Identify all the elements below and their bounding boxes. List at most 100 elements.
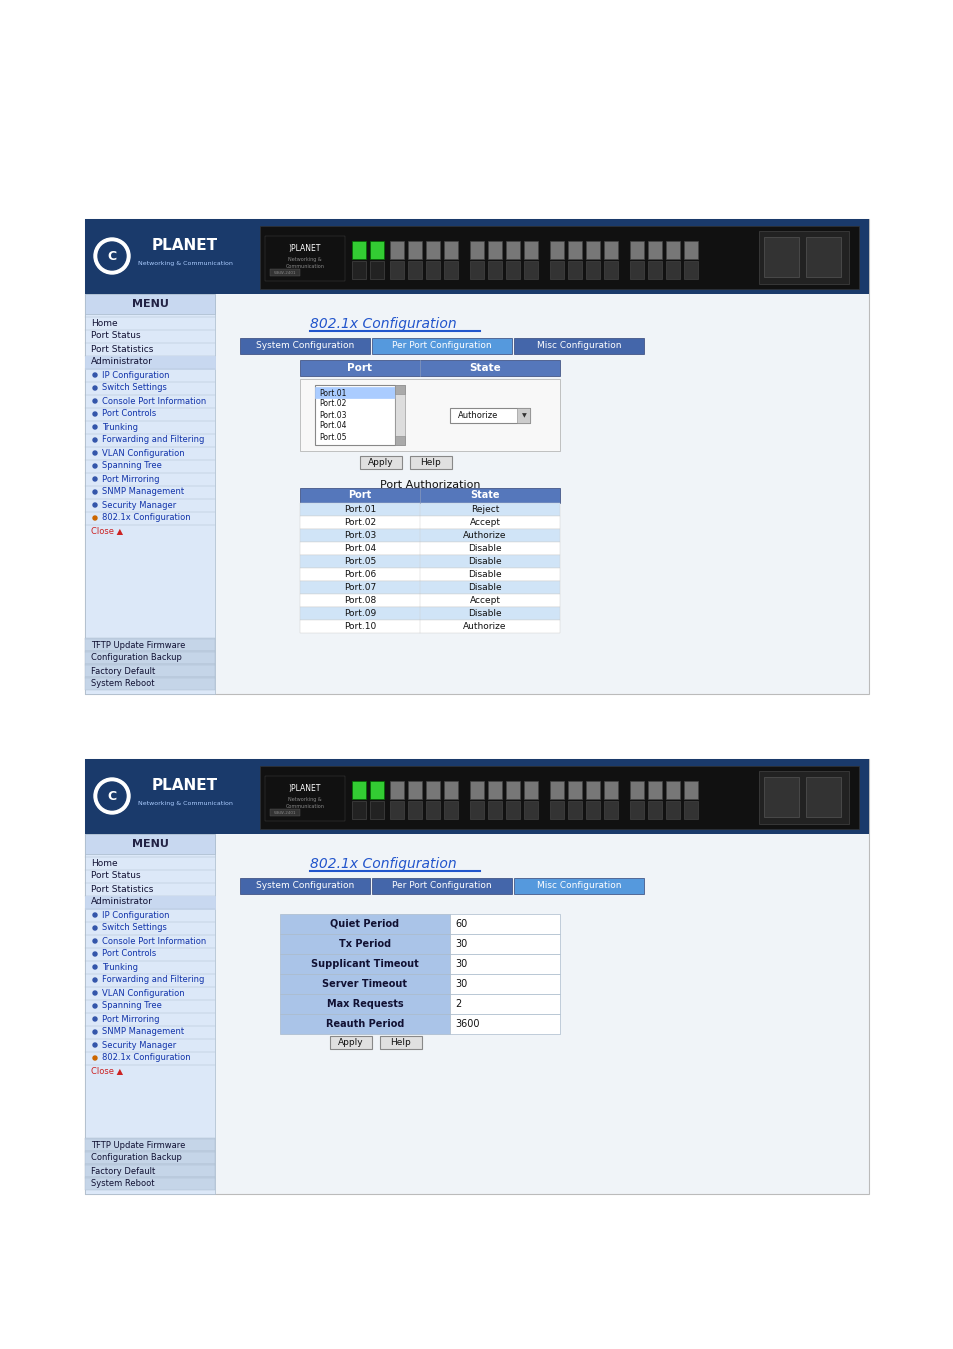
Bar	[550, 781, 563, 799]
Text: IP Configuration: IP Configuration	[102, 371, 170, 379]
Text: Port Mirroring: Port Mirroring	[102, 475, 159, 483]
Text: 802.1x Configuration: 802.1x Configuration	[102, 514, 191, 522]
Text: VLAN Configuration: VLAN Configuration	[102, 448, 185, 457]
Circle shape	[94, 237, 130, 274]
Text: Apply: Apply	[368, 459, 394, 467]
Bar	[85, 1164, 214, 1176]
Text: Reauth Period: Reauth Period	[326, 1018, 404, 1029]
Bar	[85, 1151, 214, 1164]
Text: 802.1x Configuration: 802.1x Configuration	[310, 857, 456, 871]
Text: PLANET: PLANET	[152, 239, 218, 254]
Text: Port.05: Port.05	[343, 557, 375, 567]
Text: TFTP Update Firmware: TFTP Update Firmware	[91, 1140, 185, 1149]
Bar	[395, 436, 405, 445]
Circle shape	[92, 913, 97, 917]
Text: Accept: Accept	[469, 518, 500, 527]
Text: Close ▲: Close ▲	[91, 1067, 123, 1075]
Bar	[603, 241, 618, 259]
Bar	[683, 241, 698, 259]
Bar	[585, 801, 599, 819]
Bar	[443, 241, 457, 259]
Bar	[805, 777, 841, 817]
Text: Port.05: Port.05	[318, 433, 346, 441]
Bar	[390, 241, 403, 259]
Bar	[270, 809, 299, 816]
Text: Administrator: Administrator	[91, 897, 152, 907]
Bar	[523, 801, 537, 819]
Circle shape	[92, 925, 97, 929]
Bar	[85, 759, 868, 834]
Bar	[470, 801, 483, 819]
Text: Disable: Disable	[468, 571, 501, 579]
Text: Forwarding and Filtering: Forwarding and Filtering	[102, 436, 204, 445]
Text: 802.1x Configuration: 802.1x Configuration	[310, 317, 456, 331]
Text: WSW-2401: WSW-2401	[274, 811, 296, 815]
Text: Spanning Tree: Spanning Tree	[102, 461, 162, 471]
Bar	[443, 781, 457, 799]
Text: Reject: Reject	[471, 505, 498, 514]
Text: Port.10: Port.10	[343, 622, 375, 631]
Text: )PLANET: )PLANET	[289, 785, 321, 793]
Bar	[299, 554, 559, 568]
Text: 30: 30	[455, 979, 467, 989]
Text: VLAN Configuration: VLAN Configuration	[102, 989, 185, 997]
Bar	[390, 801, 403, 819]
Bar	[523, 781, 537, 799]
Text: 802.1x Configuration: 802.1x Configuration	[102, 1054, 191, 1063]
Text: Port Controls: Port Controls	[102, 410, 156, 418]
Bar	[488, 260, 501, 279]
Text: System Reboot: System Reboot	[91, 1179, 154, 1188]
Bar	[280, 915, 450, 934]
Text: Home: Home	[91, 318, 117, 328]
Bar	[299, 503, 559, 517]
Bar	[665, 241, 679, 259]
Bar	[647, 241, 661, 259]
Bar	[550, 801, 563, 819]
Bar	[629, 801, 643, 819]
Text: Spanning Tree: Spanning Tree	[102, 1001, 162, 1010]
Bar	[299, 542, 559, 554]
Bar	[280, 994, 450, 1014]
Bar	[443, 801, 457, 819]
Bar	[395, 384, 405, 445]
Bar	[505, 260, 519, 279]
Text: Quiet Period: Quiet Period	[330, 919, 399, 929]
Bar	[450, 1014, 559, 1033]
Text: Port Controls: Port Controls	[102, 950, 156, 959]
Bar	[488, 781, 501, 799]
Text: Factory Default: Factory Default	[91, 1167, 155, 1175]
Text: 30: 30	[455, 939, 467, 948]
Text: Apply: Apply	[337, 1037, 363, 1047]
Bar	[603, 781, 618, 799]
Bar	[683, 781, 698, 799]
Text: 3600: 3600	[455, 1018, 479, 1029]
Bar	[505, 241, 519, 259]
Bar	[523, 241, 537, 259]
Text: System Reboot: System Reboot	[91, 680, 154, 688]
Bar	[85, 219, 868, 693]
Bar	[426, 241, 439, 259]
Text: Factory Default: Factory Default	[91, 666, 155, 676]
Text: Port.07: Port.07	[343, 583, 375, 592]
Bar	[314, 387, 395, 398]
Bar	[395, 384, 405, 394]
Text: IP Configuration: IP Configuration	[102, 911, 170, 920]
Text: Communication: Communication	[285, 263, 324, 268]
Text: ▼: ▼	[521, 413, 526, 418]
Bar	[450, 407, 530, 424]
Text: Max Requests: Max Requests	[326, 1000, 403, 1009]
Text: Authorize: Authorize	[463, 532, 506, 540]
Bar	[408, 781, 421, 799]
Text: Misc Configuration: Misc Configuration	[537, 881, 620, 890]
Bar	[567, 801, 581, 819]
Circle shape	[92, 464, 97, 468]
Text: Port.02: Port.02	[344, 518, 375, 527]
Text: Configuration Backup: Configuration Backup	[91, 1153, 182, 1163]
Text: Port.06: Port.06	[343, 571, 375, 579]
Circle shape	[92, 490, 97, 494]
Bar	[550, 260, 563, 279]
Bar	[299, 379, 559, 451]
Bar	[85, 834, 214, 1194]
Bar	[567, 260, 581, 279]
Text: Port.08: Port.08	[343, 596, 375, 604]
